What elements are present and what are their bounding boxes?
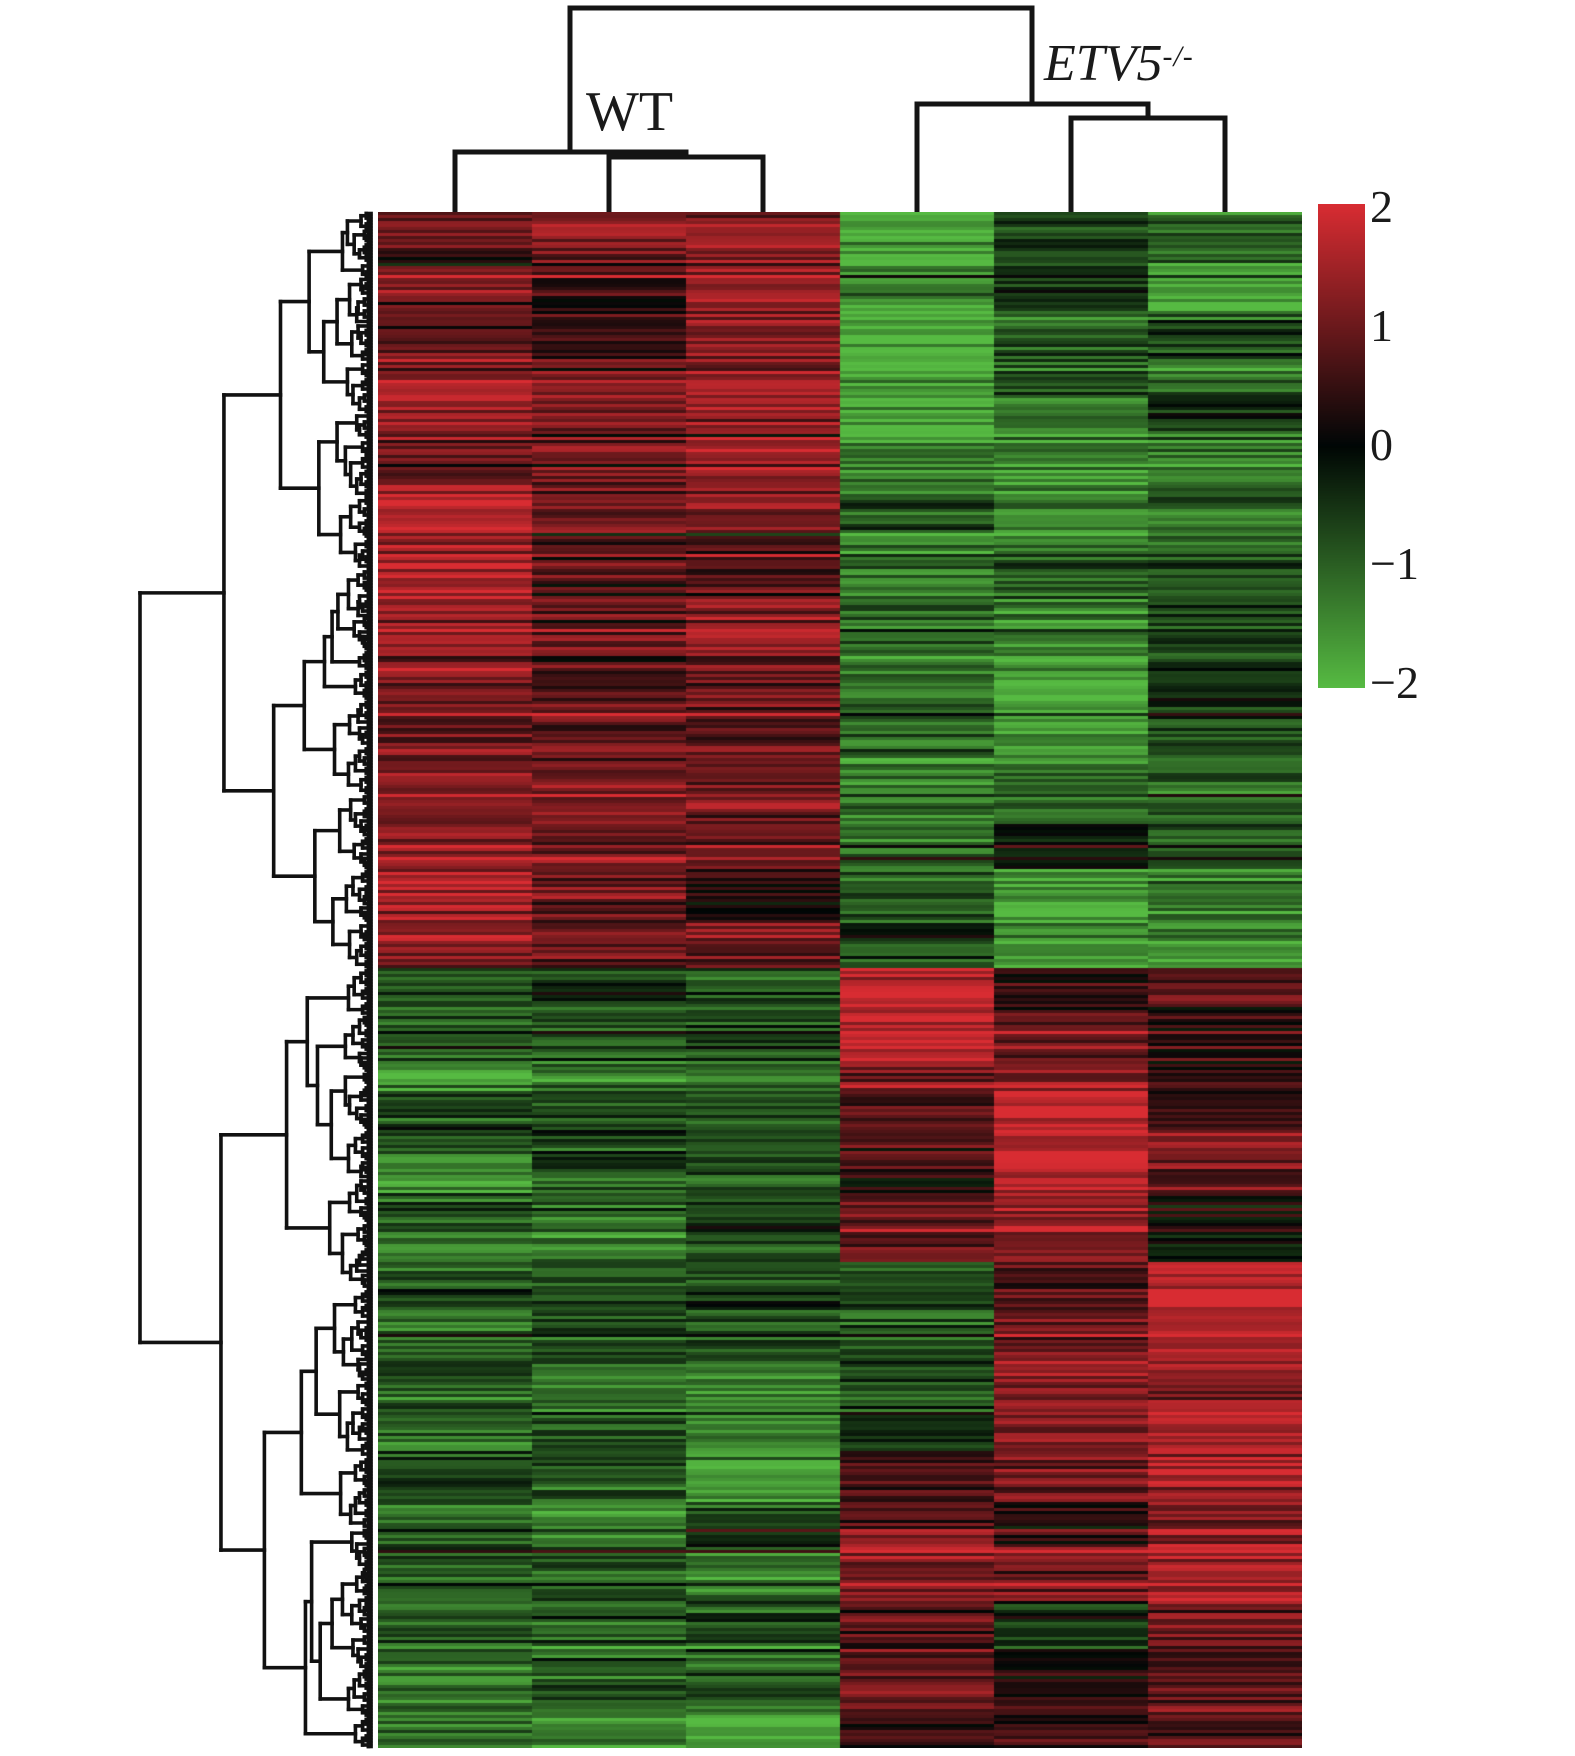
- colorbar-tick-label: −1: [1370, 538, 1419, 589]
- etv5-label-base: ETV5: [1044, 35, 1163, 92]
- colorbar-tick-label: 0: [1370, 419, 1393, 470]
- colorbar-tick-label: 1: [1370, 300, 1393, 351]
- column-dendrogram: [452, 5, 1228, 216]
- column-group-label-wt: WT: [586, 81, 674, 143]
- row-dendrogram: [138, 211, 373, 1749]
- etv5-label-superscript: -/-: [1162, 40, 1194, 73]
- heatmap-canvas: [378, 212, 1302, 1748]
- column-group-label-etv5: ETV5-/-: [1044, 38, 1194, 90]
- color-scale-bar: [1318, 204, 1365, 688]
- colorbar-tick-label: 2: [1370, 181, 1393, 232]
- colorbar-tick-label: −2: [1370, 657, 1419, 708]
